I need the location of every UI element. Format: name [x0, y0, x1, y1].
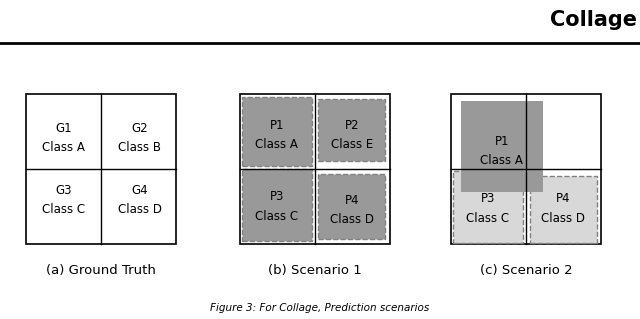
- Bar: [453, 171, 523, 242]
- Text: G4: G4: [132, 184, 148, 197]
- Text: P1: P1: [269, 118, 284, 131]
- Text: P2: P2: [345, 118, 359, 131]
- Text: Figure 3: For Collage, Prediction scenarios: Figure 3: For Collage, Prediction scenar…: [211, 303, 429, 313]
- Text: P1: P1: [495, 135, 509, 148]
- Text: Class C: Class C: [42, 204, 85, 216]
- Text: G3: G3: [55, 184, 72, 197]
- Text: Class D: Class D: [541, 211, 585, 225]
- Text: Class C: Class C: [467, 211, 509, 225]
- Text: P4: P4: [556, 192, 570, 205]
- Bar: [530, 175, 596, 242]
- Text: Class A: Class A: [255, 138, 298, 151]
- Text: Class C: Class C: [255, 210, 298, 223]
- Text: Class A: Class A: [42, 141, 84, 154]
- Text: Collage: Collage: [550, 10, 637, 30]
- Text: Class B: Class B: [118, 141, 161, 154]
- Text: P4: P4: [345, 194, 359, 207]
- Bar: [319, 174, 385, 239]
- Bar: [242, 97, 312, 166]
- Bar: [242, 169, 312, 241]
- Text: G1: G1: [55, 122, 72, 135]
- Text: G2: G2: [132, 122, 148, 135]
- Bar: [319, 99, 385, 161]
- Text: Class A: Class A: [481, 154, 524, 167]
- Text: P3: P3: [481, 192, 495, 205]
- Text: Class D: Class D: [330, 213, 374, 226]
- Text: (a) Ground Truth: (a) Ground Truth: [46, 264, 156, 277]
- Text: Class D: Class D: [118, 204, 162, 216]
- Text: (c) Scenario 2: (c) Scenario 2: [480, 264, 573, 277]
- Bar: [461, 100, 543, 192]
- Text: P3: P3: [269, 190, 284, 203]
- Text: (b) Scenario 1: (b) Scenario 1: [268, 264, 362, 277]
- Text: Class E: Class E: [331, 138, 373, 151]
